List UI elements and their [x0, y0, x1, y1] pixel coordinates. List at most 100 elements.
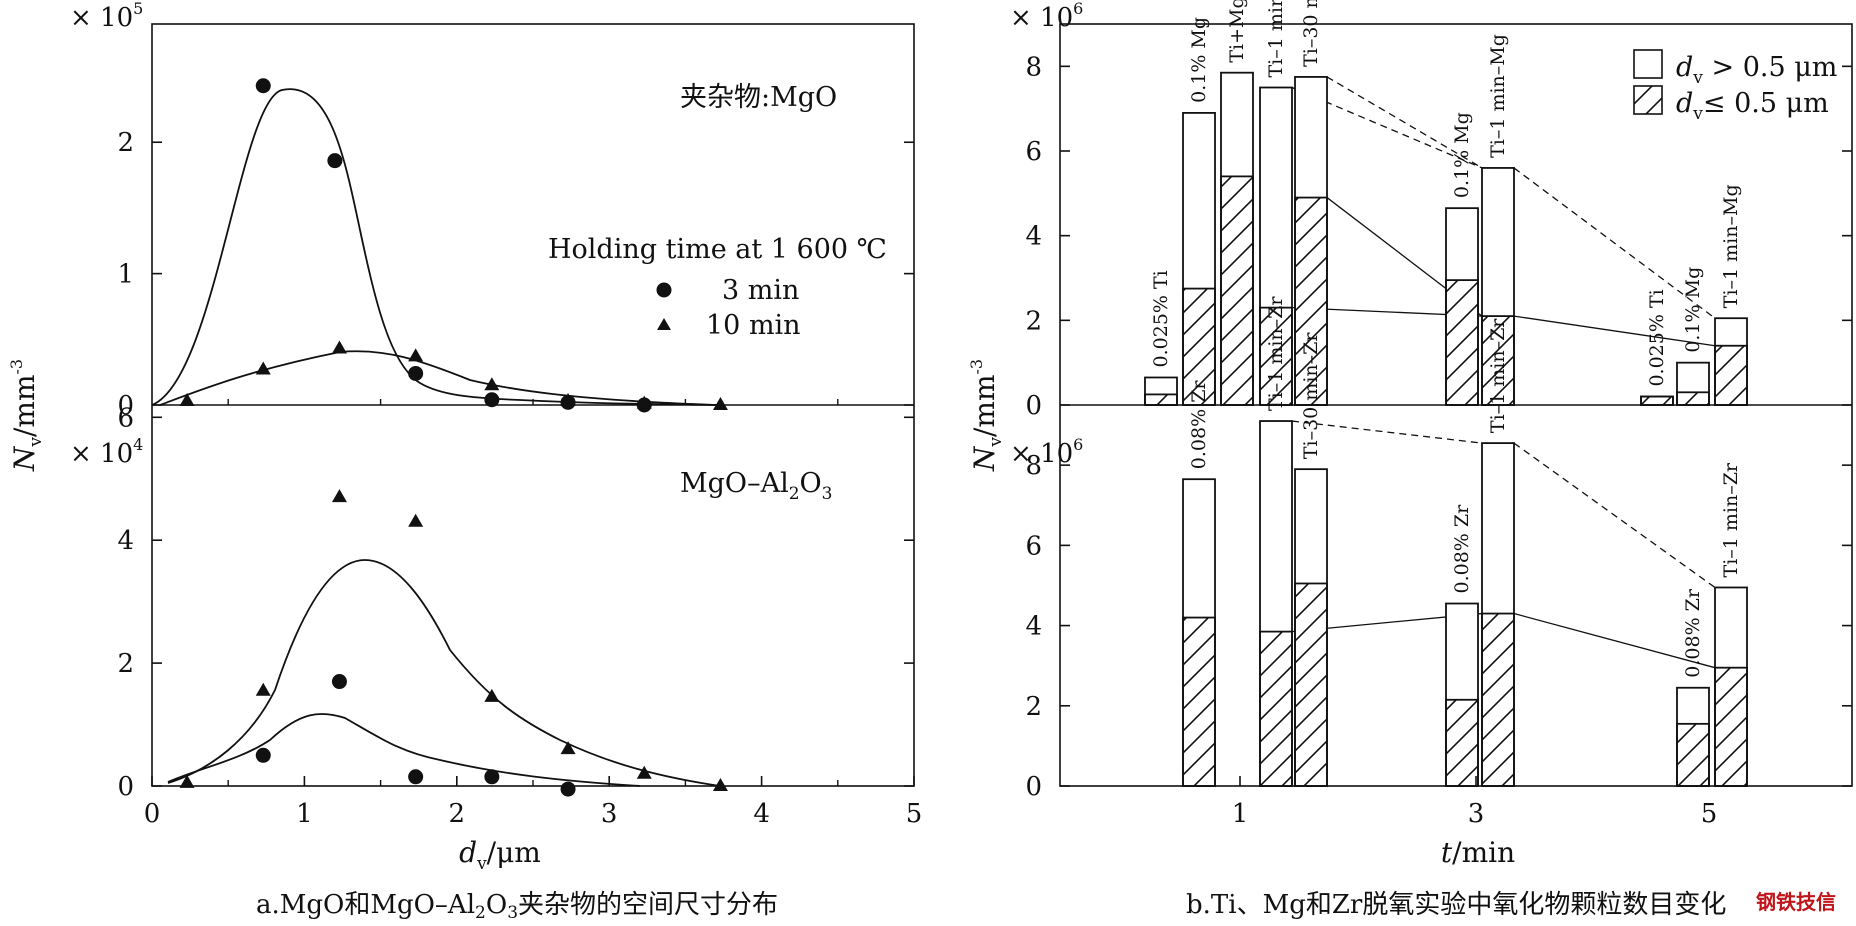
data-point-triangle: [636, 765, 652, 779]
bar-small-fraction: [1445, 279, 1479, 406]
y-tick-label: 0: [1025, 772, 1042, 802]
y-tick-label: 4: [1025, 222, 1042, 252]
bar-small-fraction: [1259, 630, 1293, 787]
legend-label-large: dv > 0.5 μm: [1676, 52, 1837, 88]
bar-small-fraction: [1676, 391, 1710, 406]
b-top-scale: × 106: [1010, 0, 1083, 33]
legend-swatch-small: [1633, 85, 1663, 115]
a-markers: [179, 78, 728, 797]
b-y-axis-label: Nv/mm-3: [967, 359, 1006, 472]
bar-small-fraction: [1182, 616, 1216, 787]
a-top-scale: × 105: [70, 0, 143, 33]
data-point-circle: [484, 392, 500, 408]
bar-small-fraction: [1182, 287, 1216, 406]
x-tick-label: 0: [144, 799, 161, 829]
bar-small-fraction: [1220, 175, 1254, 406]
x-tick-label: 1: [1232, 799, 1249, 829]
x-tick-label: 2: [449, 799, 466, 829]
bar-label: 0.025% Ti: [1646, 289, 1668, 386]
bar-small-fraction: [1714, 344, 1748, 406]
data-point-circle: [327, 153, 343, 169]
connector-total: [1513, 442, 1716, 589]
bar-label: Ti–1 min–Mg: [1265, 0, 1287, 78]
bar-label: 0.08% Zr: [1682, 588, 1704, 678]
data-point-triangle: [712, 397, 728, 410]
data-point-circle: [255, 78, 271, 94]
data-point-circle: [331, 674, 347, 690]
y-tick-label: 8: [1025, 451, 1042, 481]
y-tick-label: 2: [117, 128, 134, 158]
y-tick-label: 6: [1025, 531, 1042, 561]
y-tick-label: 1: [117, 260, 134, 290]
bar-label: Ti+Mg: [1226, 0, 1248, 63]
legend-marker-10min: [657, 318, 671, 330]
connector-small: [1513, 315, 1716, 347]
bar-label: 0.1% Mg: [1451, 112, 1473, 198]
data-point-triangle: [255, 682, 271, 696]
y-tick-label: 2: [1025, 692, 1042, 722]
bar-label: 0.1% Mg: [1682, 267, 1704, 353]
data-point-circle: [408, 769, 424, 785]
legend-label-small: dv≤ 0.5 μm: [1676, 88, 1829, 124]
bar-small-fraction: [1640, 395, 1674, 406]
a-y-axis-label: Nv/mm-3: [7, 359, 46, 472]
bar-small-fraction: [1676, 722, 1710, 787]
bar-label: Ti–1 min–Zr: [1265, 296, 1287, 411]
data-point-circle: [484, 769, 500, 785]
x-tick-label: 1: [296, 799, 313, 829]
y-tick-label: 0: [1025, 391, 1042, 421]
bar-label: Ti–30 min–Mg: [1300, 0, 1322, 67]
a-trend-curves: [151, 88, 723, 787]
bar-label: Ti–1 min–Mg: [1720, 184, 1742, 308]
data-point-triangle: [255, 361, 271, 375]
data-point-triangle: [484, 377, 500, 391]
bar-label: Ti–1 min–Mg: [1487, 34, 1509, 158]
b-bottom-scale: × 106: [1010, 435, 1083, 469]
y-tick-label: 8: [1025, 52, 1042, 82]
y-tick-label: 4: [117, 526, 134, 556]
a-bottom-annotation: MgO–Al2O3: [680, 468, 833, 504]
data-point-triangle: [712, 778, 728, 791]
a-top-legend-title: Holding time at 1 600 ℃: [548, 234, 887, 265]
watermark: 钢铁技信: [1756, 890, 1836, 914]
b-x-axis-label: t/min: [1441, 836, 1515, 869]
bar-label: 0.1% Mg: [1188, 17, 1210, 103]
bar-small-fraction: [1144, 393, 1178, 406]
connector-total: [1513, 167, 1716, 319]
caption-b: b.Ti、Mg和Zr脱氧实验中氧化物颗粒数目变化: [1186, 890, 1727, 920]
bar-small-fraction: [1714, 666, 1748, 787]
data-point-triangle: [636, 395, 652, 409]
bar-small-fraction: [1445, 698, 1479, 787]
data-point-circle: [560, 781, 576, 797]
data-point-triangle: [560, 393, 576, 407]
data-point-triangle: [408, 513, 424, 527]
a-bottom-scale: × 104: [70, 435, 143, 469]
bar-label: Ti–1 min–Zr: [1487, 318, 1509, 433]
x-tick-label: 3: [1468, 799, 1485, 829]
data-point-triangle: [179, 393, 195, 407]
x-tick-label: 5: [906, 799, 923, 829]
bar-small-fraction: [1294, 196, 1328, 406]
bar-small-fraction: [1481, 612, 1515, 787]
bar-small-fraction: [1294, 582, 1328, 787]
y-tick-label: 6: [1025, 137, 1042, 167]
y-tick-label: 2: [1025, 306, 1042, 336]
a-x-axis-label: dv/μm: [459, 836, 541, 874]
connector-total: [1291, 86, 1483, 169]
legend-label-10min: 10 min: [706, 310, 801, 341]
data-point-triangle: [331, 489, 347, 503]
data-point-triangle: [331, 340, 347, 354]
connector-total: [1326, 76, 1483, 169]
b-ticks: 0 2 4 6 8 0 2 4 6 8 1 3 5: [1025, 52, 1852, 829]
legend-label-3min: 3 min: [722, 275, 799, 306]
legend-marker-3min: [656, 282, 672, 298]
data-point-circle: [255, 747, 271, 763]
y-tick-label: 2: [117, 649, 134, 679]
bar-label: 0.08% Zr: [1451, 504, 1473, 594]
data-point-triangle: [484, 688, 500, 702]
x-tick-label: 3: [601, 799, 618, 829]
y-tick-label: 4: [1025, 612, 1042, 642]
connector-small: [1513, 612, 1716, 669]
data-point-triangle: [560, 741, 576, 755]
